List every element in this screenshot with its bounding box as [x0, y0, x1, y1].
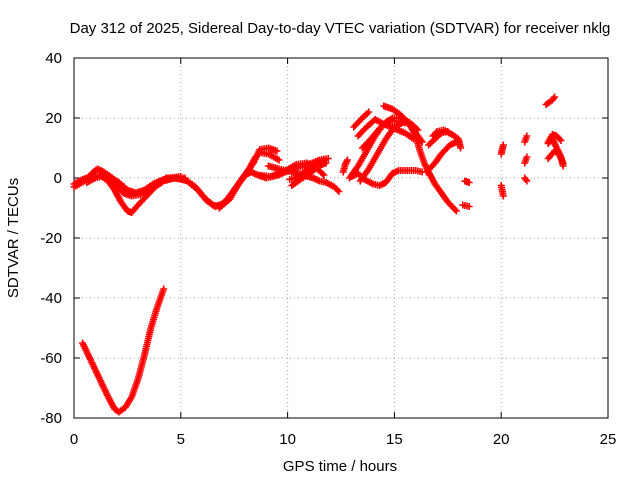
data-point	[432, 129, 440, 137]
data-point	[207, 200, 215, 208]
series-arc-11	[288, 159, 330, 189]
data-point	[320, 171, 328, 179]
x-tick-label: 15	[386, 431, 403, 448]
data-point	[457, 144, 465, 152]
data-point	[499, 192, 507, 200]
series-arc-26	[497, 182, 507, 200]
x-tick-label: 25	[600, 431, 617, 448]
series-arc-22	[429, 126, 465, 152]
series-arc-27	[521, 132, 531, 146]
series-arc-24	[459, 201, 473, 210]
series-arc-20	[422, 138, 460, 176]
data-point	[273, 147, 281, 155]
data-point	[551, 93, 559, 101]
y-tick-label: -60	[40, 350, 62, 367]
data-point	[451, 206, 459, 213]
series-arc-03	[83, 173, 189, 216]
series-arc-33	[544, 135, 567, 170]
y-tick-label: 20	[45, 110, 62, 127]
data-point	[343, 156, 351, 164]
series-arc-18	[350, 108, 373, 131]
x-tick-label: 10	[279, 431, 296, 448]
x-axis-title: GPS time / hours	[283, 458, 397, 475]
data-points	[70, 93, 567, 416]
y-tick-label: -40	[40, 290, 62, 307]
x-tick-label: 0	[70, 431, 78, 448]
series-arc-04	[79, 285, 168, 416]
y-tick-label: 40	[45, 50, 62, 67]
data-point	[333, 186, 341, 194]
data-point	[550, 95, 558, 102]
series-arc-30	[542, 93, 559, 108]
y-tick-label: -20	[40, 230, 62, 247]
series-arc-28	[521, 153, 531, 167]
data-point	[160, 285, 168, 293]
data-point	[335, 188, 343, 195]
chart-title: Day 312 of 2025, Sidereal Day-to-day VTE…	[70, 20, 611, 37]
data-point	[559, 162, 567, 170]
series-arc-29	[521, 174, 531, 185]
data-point	[523, 132, 531, 140]
x-tick-label: 5	[177, 431, 185, 448]
y-tick-label: 0	[54, 170, 62, 187]
y-axis-title: SDTVAR / TECUs	[5, 178, 22, 298]
x-tick-label: 20	[493, 431, 510, 448]
data-point	[465, 179, 473, 186]
data-point	[324, 155, 332, 162]
data-point	[322, 159, 330, 167]
data-point	[557, 137, 565, 144]
data-point	[452, 207, 460, 215]
series-arc-12	[339, 156, 351, 176]
series-arc-17	[356, 119, 422, 185]
y-tick-label: -80	[40, 410, 62, 427]
series-arc-23	[461, 177, 473, 186]
data-point	[383, 118, 391, 126]
data-point	[523, 177, 531, 185]
data-point	[365, 108, 373, 116]
data-point	[556, 135, 564, 143]
axis-ticks: 0 5 10 15 20 25 -80 -60 -40 -20 0 20 40	[40, 50, 616, 448]
data-point	[465, 203, 473, 210]
series-arc-25	[497, 141, 507, 158]
data-point	[414, 126, 422, 134]
data-point	[499, 141, 507, 149]
grid-lines	[74, 58, 608, 418]
series-arc-31	[544, 131, 565, 146]
data-point	[522, 176, 530, 183]
series-arc-16	[358, 117, 409, 152]
data-point	[275, 156, 283, 164]
data-point	[523, 153, 531, 161]
